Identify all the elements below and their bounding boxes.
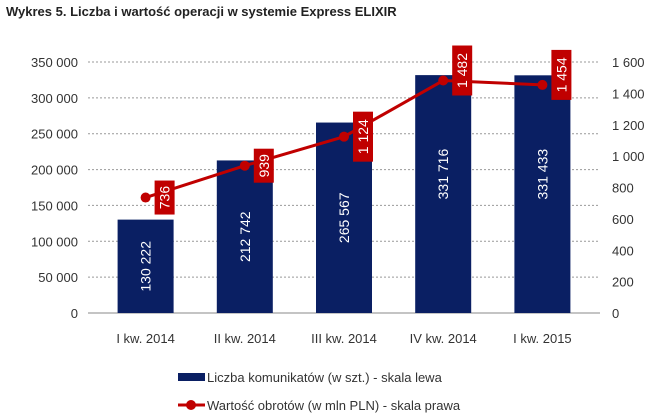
line-label-box bbox=[452, 45, 473, 96]
line-label-box bbox=[154, 180, 175, 215]
left-tick-label: 350 000 bbox=[31, 55, 78, 70]
x-tick-label: I kw. 2015 bbox=[513, 331, 572, 346]
bar-value-label: 265 567 bbox=[336, 192, 352, 243]
right-tick-label: 1 600 bbox=[612, 55, 645, 70]
right-tick-label: 1 400 bbox=[612, 86, 645, 101]
left-tick-label: 300 000 bbox=[31, 91, 78, 106]
right-tick-label: 1 200 bbox=[612, 118, 645, 133]
bar-value-label: 212 742 bbox=[237, 211, 253, 262]
line-value-label: 1 124 bbox=[355, 119, 371, 154]
line-point bbox=[140, 192, 151, 203]
right-tick-label: 400 bbox=[612, 243, 634, 258]
line-value-label: 736 bbox=[157, 186, 173, 210]
left-tick-label: 50 000 bbox=[38, 270, 78, 285]
x-tick-label: IV kw. 2014 bbox=[410, 331, 477, 346]
line-point bbox=[537, 79, 548, 90]
right-tick-label: 800 bbox=[612, 181, 634, 196]
x-tick-label: I kw. 2014 bbox=[116, 331, 175, 346]
left-tick-label: 250 000 bbox=[31, 127, 78, 142]
line-point bbox=[339, 131, 349, 142]
legend-bar-swatch bbox=[178, 373, 205, 381]
line-value-label: 939 bbox=[256, 154, 272, 178]
right-tick-label: 600 bbox=[612, 212, 634, 227]
bar bbox=[216, 160, 273, 313]
chart-title: Wykres 5. Liczba i wartość operacji w sy… bbox=[6, 4, 397, 19]
bar bbox=[117, 219, 174, 313]
line-label-box bbox=[353, 111, 373, 162]
bar bbox=[514, 75, 571, 314]
left-tick-label: 200 000 bbox=[31, 163, 78, 178]
bar-value-label: 331 433 bbox=[534, 149, 550, 200]
right-tick-label: 200 bbox=[612, 275, 634, 290]
line-point bbox=[239, 160, 250, 171]
right-tick-label: 1 000 bbox=[612, 149, 645, 164]
legend-bar-label: Liczba komunikatów (w szt.) - skala lewa bbox=[207, 370, 443, 385]
line-point bbox=[438, 75, 449, 86]
line-label-box bbox=[253, 148, 274, 183]
left-tick-label: 100 000 bbox=[31, 234, 78, 249]
bar-value-label: 130 222 bbox=[138, 241, 154, 292]
line-label-box bbox=[551, 49, 572, 100]
bar-value-label: 331 716 bbox=[435, 149, 451, 200]
line-value-label: 1 482 bbox=[454, 53, 470, 88]
left-tick-label: 150 000 bbox=[31, 198, 78, 213]
left-tick-label: 0 bbox=[71, 306, 78, 321]
legend-line-marker bbox=[186, 400, 196, 410]
bar bbox=[415, 75, 472, 313]
right-tick-label: 0 bbox=[612, 306, 619, 321]
x-tick-label: II kw. 2014 bbox=[214, 331, 276, 346]
line-value-label: 1 454 bbox=[553, 57, 569, 92]
legend-line-label: Wartość obrotów (w mln PLN) - skala praw… bbox=[207, 398, 461, 413]
x-tick-label: III kw. 2014 bbox=[311, 331, 377, 346]
